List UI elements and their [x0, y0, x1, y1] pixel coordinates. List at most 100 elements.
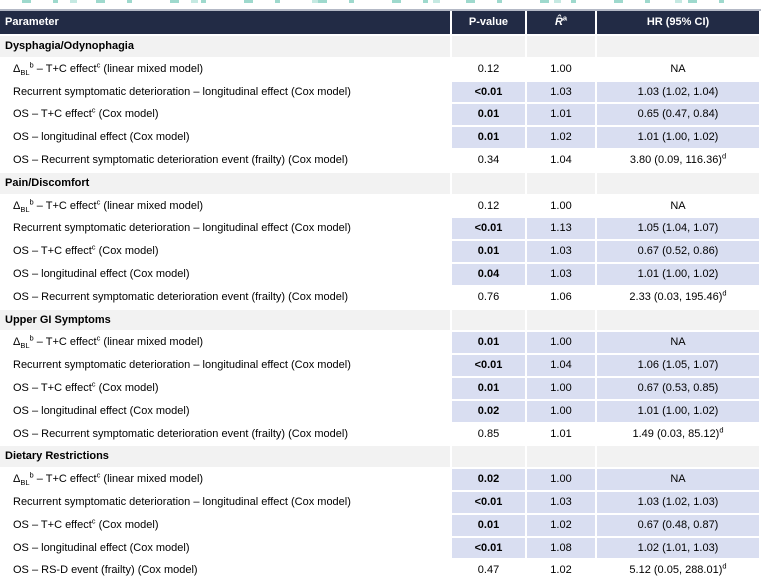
hr-ci-cell: NA: [670, 62, 686, 75]
section-header-row: Dysphagia/Odynophagia: [0, 36, 761, 57]
p-value-cell: <0.01: [452, 81, 525, 103]
table-row: OS – longitudinal effect (Cox model) 0.0…: [0, 400, 761, 422]
table-row: OS – T+C effectc (Cox model) 0.01 1.03 0…: [0, 241, 761, 262]
r-hat-cell: 1.06: [550, 290, 572, 303]
table-row: ΔBLb – T+C effectc (linear mixed model) …: [0, 196, 761, 217]
hr-ci-cell: 5.12 (0.05, 288.01)d: [629, 561, 727, 577]
section-header-row: Dietary Restrictions: [0, 446, 761, 468]
table-row: OS – T+C effectc (Cox model) 0.01 1.01 0…: [0, 104, 761, 126]
parameter-label: OS – Recurrent symptomatic deterioration…: [13, 427, 349, 440]
parameter-label: Recurrent symptomatic deterioration – lo…: [13, 359, 351, 372]
section-title: Dietary Restrictions: [0, 446, 450, 468]
hr-ci-cell: NA: [597, 332, 759, 354]
section-header-row: Upper GI Symptoms: [0, 309, 761, 331]
r-hat-cell: 1.04: [527, 355, 595, 376]
p-value-cell: 0.04: [452, 263, 525, 285]
r-hat-cell: 1.03: [527, 241, 595, 262]
parameter-label: Recurrent symptomatic deterioration – lo…: [13, 85, 351, 98]
hr-ci-cell: 1.05 (1.04, 1.07): [597, 218, 759, 240]
section-empty-hr-cell: [597, 172, 759, 194]
hr-ci-cell: NA: [670, 199, 686, 212]
parameter-label: OS – longitudinal effect (Cox model): [13, 131, 190, 144]
hr-ci-cell: 1.49 (0.03, 85.12)d: [632, 424, 724, 440]
parameter-label: Recurrent symptomatic deterioration – lo…: [13, 495, 351, 508]
r-hat-cell: 1.00: [550, 62, 572, 75]
hr-ci-cell: 1.03 (1.02, 1.04): [597, 81, 759, 103]
table-row: OS – T+C effectc (Cox model) 0.01 1.02 0…: [0, 514, 761, 536]
table-row: OS – Recurrent symptomatic deterioration…: [0, 424, 761, 445]
table-row: Recurrent symptomatic deterioration – lo…: [0, 491, 761, 513]
parameter-label: ΔBLb – T+C effectc (linear mixed model): [13, 333, 204, 351]
table-row: Recurrent symptomatic deterioration – lo…: [0, 218, 761, 240]
column-header-parameter: Parameter: [0, 11, 450, 34]
table-row: Recurrent symptomatic deterioration – lo…: [0, 81, 761, 103]
r-hat-cell: 1.02: [527, 514, 595, 536]
p-value-cell: 0.85: [477, 427, 500, 440]
r-hat-cell: 1.13: [527, 218, 595, 240]
p-value-cell: 0.01: [452, 377, 525, 399]
p-value-cell: 0.76: [477, 290, 500, 303]
parameter-label: OS – longitudinal effect (Cox model): [13, 267, 190, 280]
section-title: Upper GI Symptoms: [0, 309, 450, 331]
parameter-label: ΔBLb – T+C effectc (linear mixed model): [13, 470, 204, 488]
hr-ci-cell: 1.02 (1.01, 1.03): [597, 537, 759, 559]
section-empty-p-cell: [452, 446, 525, 468]
hr-ci-cell: 0.67 (0.53, 0.85): [597, 377, 759, 399]
r-hat-cell: 1.01: [550, 427, 572, 440]
hr-ci-cell: 0.67 (0.48, 0.87): [597, 514, 759, 536]
table-top-border: [0, 9, 761, 11]
p-value-cell: <0.01: [452, 355, 525, 376]
hr-ci-cell: 0.67 (0.52, 0.86): [597, 241, 759, 262]
p-value-cell: 0.02: [452, 469, 525, 490]
table-row: ΔBLb – T+C effectc (linear mixed model) …: [0, 332, 761, 354]
p-value-cell: 0.01: [452, 514, 525, 536]
hr-ci-cell: 0.65 (0.47, 0.84): [597, 104, 759, 126]
section-header-row: Pain/Discomfort: [0, 172, 761, 194]
p-value-cell: 0.02: [452, 400, 525, 422]
table-header-row: Parameter P-value R̂a HR (95% CI): [0, 11, 761, 34]
table-row: ΔBLb – T+C effectc (linear mixed model) …: [0, 469, 761, 490]
parameter-label: OS – longitudinal effect (Cox model): [13, 541, 190, 554]
p-value-cell: 0.01: [452, 104, 525, 126]
column-header-hr-ci: HR (95% CI): [597, 11, 759, 34]
table-row: OS – longitudinal effect (Cox model) <0.…: [0, 537, 761, 559]
p-value-cell: 0.12: [477, 62, 500, 75]
table-body: Dysphagia/Odynophagia ΔBLb – T+C effectc…: [0, 36, 761, 581]
p-value-cell: <0.01: [452, 218, 525, 240]
r-hat-cell: 1.08: [527, 537, 595, 559]
r-hat-cell: 1.03: [527, 81, 595, 103]
column-header-r-hat: R̂a: [527, 11, 595, 34]
section-empty-hr-cell: [597, 446, 759, 468]
section-empty-p-cell: [452, 309, 525, 331]
parameter-label: ΔBLb – T+C effectc (linear mixed model): [13, 196, 204, 214]
results-table: Parameter P-value R̂a HR (95% CI) Dyspha…: [0, 11, 761, 581]
section-empty-p-cell: [452, 36, 525, 57]
hr-ci-cell: 1.01 (1.00, 1.02): [597, 127, 759, 148]
r-hat-cell: 1.00: [527, 377, 595, 399]
p-value-cell: 0.12: [477, 199, 500, 212]
r-hat-cell: 1.01: [527, 104, 595, 126]
parameter-label: OS – longitudinal effect (Cox model): [13, 404, 190, 417]
table-row: OS – longitudinal effect (Cox model) 0.0…: [0, 127, 761, 148]
r-hat-cell: 1.04: [550, 153, 572, 166]
parameter-label: Recurrent symptomatic deterioration – lo…: [13, 222, 351, 235]
parameter-label: OS – T+C effectc (Cox model): [13, 516, 159, 531]
section-empty-hr-cell: [597, 36, 759, 57]
r-hat-cell: 1.00: [527, 332, 595, 354]
hr-ci-cell: NA: [597, 469, 759, 490]
table-row: Recurrent symptomatic deterioration – lo…: [0, 355, 761, 376]
clipped-teal-text-fragments: [22, 0, 751, 3]
table-row: OS – Recurrent symptomatic deterioration…: [0, 150, 761, 171]
p-value-cell: 0.01: [452, 332, 525, 354]
p-value-cell: 0.47: [477, 564, 500, 577]
parameter-label: OS – RS-D event (frailty) (Cox model): [13, 564, 198, 577]
parameter-label: OS – T+C effectc (Cox model): [13, 379, 159, 394]
p-value-cell: 0.01: [452, 127, 525, 148]
clipped-title-remnant: [0, 0, 761, 9]
hr-ci-cell: 1.03 (1.02, 1.03): [597, 491, 759, 513]
table-row: OS – RS-D event (frailty) (Cox model) 0.…: [0, 560, 761, 581]
table-row: OS – Recurrent symptomatic deterioration…: [0, 287, 761, 308]
r-hat-cell: 1.00: [527, 400, 595, 422]
parameter-label: OS – Recurrent symptomatic deterioration…: [13, 153, 349, 166]
p-value-cell: <0.01: [452, 537, 525, 559]
